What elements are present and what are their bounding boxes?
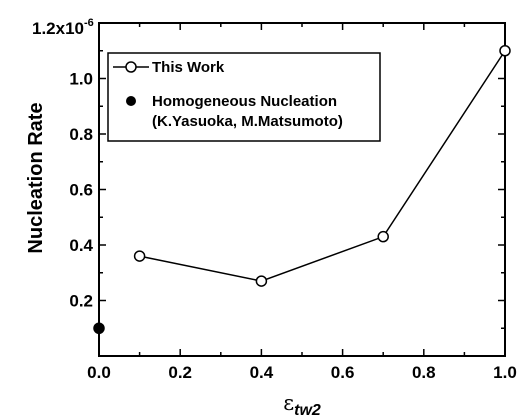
x-tick-labels: 0.0 0.2 0.4 0.6 0.8 1.0 [87, 363, 517, 382]
series-line-0 [139, 50, 506, 282]
axis-ticks [98, 22, 506, 357]
x-axis-title: εtw2 [283, 391, 321, 417]
y-tick-label: 1.0 [69, 70, 93, 89]
series-lines [139, 50, 506, 282]
y-tick-labels: 0.2 0.4 0.6 0.8 1.0 [69, 70, 93, 311]
legend-label-homogeneous-authors: (K.Yasuoka, M.Matsumoto) [152, 113, 343, 130]
legend-marker-this-work [125, 61, 137, 73]
x-tick-label: 0.0 [87, 363, 111, 382]
x-tick-label: 0.6 [331, 363, 355, 382]
legend: This Work Homogeneous Nucleation (K.Yasu… [107, 52, 381, 142]
legend-label-homogeneous: Homogeneous Nucleation [152, 93, 337, 110]
x-tick-label: 0.4 [250, 363, 274, 382]
series-points [93, 45, 511, 334]
data-point [255, 275, 268, 287]
data-point [499, 45, 511, 57]
y-multiplier-label: 1.2x10-6 [32, 17, 94, 38]
y-tick-label: 0.4 [69, 236, 93, 255]
x-tick-label: 0.8 [412, 363, 436, 382]
y-tick-label: 0.6 [69, 181, 93, 200]
legend-label-this-work: This Work [152, 59, 225, 76]
data-point [93, 322, 105, 334]
legend-marker-homogeneous [126, 96, 136, 106]
x-tick-label: 0.2 [168, 363, 192, 382]
data-point [133, 250, 146, 262]
y-tick-label: 0.2 [69, 292, 93, 311]
y-tick-label: 0.8 [69, 125, 93, 144]
y-axis-title: Nucleation Rate [25, 102, 47, 253]
data-point [377, 230, 389, 243]
legend-box [107, 52, 381, 142]
x-tick-label: 1.0 [493, 363, 517, 382]
